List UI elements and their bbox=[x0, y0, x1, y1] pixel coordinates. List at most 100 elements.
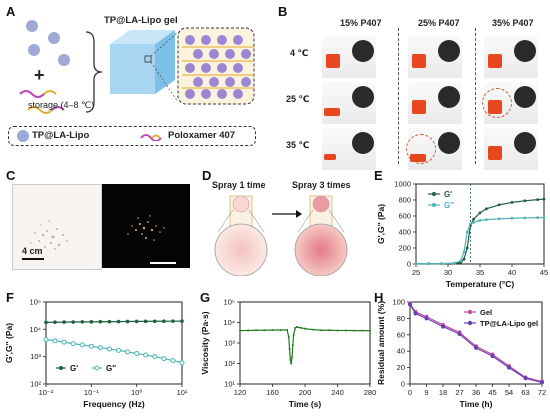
scale-label: 4 cm bbox=[22, 246, 43, 256]
data-point bbox=[523, 216, 527, 220]
data-point bbox=[536, 216, 539, 219]
clamp-knob bbox=[352, 132, 374, 154]
data-point bbox=[490, 354, 495, 359]
x-tick-label: 72 bbox=[538, 388, 546, 397]
data-point bbox=[162, 319, 166, 324]
clamp-knob bbox=[438, 132, 460, 154]
vial-liquid bbox=[324, 108, 340, 116]
legend-label: G' bbox=[70, 364, 78, 373]
highlight-circle bbox=[406, 134, 436, 164]
col-label-25: 25% P407 bbox=[418, 18, 460, 28]
panel-a-legend bbox=[8, 126, 256, 146]
clamp-knob bbox=[352, 40, 374, 62]
data-point bbox=[180, 319, 184, 323]
data-point bbox=[291, 343, 294, 346]
data-point bbox=[89, 320, 94, 324]
clamp-knob bbox=[514, 40, 536, 62]
data-point bbox=[299, 326, 302, 329]
data-point bbox=[116, 319, 121, 324]
x-tick-label: 280 bbox=[364, 388, 376, 397]
data-point bbox=[453, 261, 456, 265]
chart-f-frequency-sweep: 10⁻² 10⁻¹ 10⁰ 10¹ 10² 10³ 10⁴ 10⁵ Frequency (Hz)… bbox=[4, 298, 188, 410]
legend-lipo-label: TP@LA-Lipo bbox=[32, 130, 90, 141]
data-point bbox=[336, 329, 339, 332]
clamp-knob bbox=[352, 86, 374, 108]
series-line-1 bbox=[416, 198, 545, 265]
data-point bbox=[474, 345, 478, 350]
x-tick-label: 30 bbox=[444, 268, 452, 277]
y-tick-label: 20 bbox=[397, 363, 405, 372]
y-tick-label: 1000 bbox=[394, 180, 411, 189]
data-point bbox=[312, 328, 315, 331]
y-tick-label: 10¹ bbox=[224, 380, 235, 389]
clamp-knob bbox=[438, 86, 460, 108]
panel-letter-e: E bbox=[374, 168, 383, 183]
y-tick-label: 10⁴ bbox=[223, 318, 235, 327]
spray-stain bbox=[30, 220, 68, 250]
spray-3-label: Spray 3 times bbox=[292, 180, 351, 190]
legend-label: Gel bbox=[480, 308, 492, 317]
vial-liquid bbox=[412, 100, 426, 114]
legend-marker bbox=[59, 366, 63, 370]
data-point bbox=[304, 327, 306, 330]
vial-liquid bbox=[488, 146, 502, 160]
y-tick-label: 800 bbox=[398, 196, 411, 205]
legend-marker bbox=[467, 320, 473, 326]
legend-marker bbox=[94, 365, 100, 371]
clamp-knob bbox=[514, 132, 536, 154]
col-label-15: 15% P407 bbox=[340, 18, 382, 28]
data-point bbox=[152, 319, 157, 324]
data-point bbox=[170, 358, 176, 364]
y-tick-label: 80 bbox=[397, 314, 405, 323]
data-point bbox=[62, 320, 66, 324]
data-point bbox=[424, 316, 429, 321]
data-point bbox=[116, 347, 122, 353]
vial-liquid bbox=[326, 54, 340, 68]
x-tick-label: 10⁻² bbox=[39, 388, 54, 397]
x-tick-label: 25 bbox=[412, 268, 420, 277]
x-tick-label: 120 bbox=[234, 388, 247, 397]
fluorescence-photo bbox=[102, 184, 190, 268]
y-tick-label: 200 bbox=[398, 244, 411, 253]
data-point bbox=[88, 343, 94, 349]
data-point bbox=[523, 376, 528, 381]
data-point bbox=[472, 221, 475, 224]
data-point bbox=[279, 329, 282, 332]
panel-letter-b: B bbox=[278, 4, 288, 19]
data-point bbox=[79, 342, 85, 348]
data-point bbox=[134, 319, 139, 324]
legend-lipo-icon bbox=[17, 130, 29, 142]
fluorescence-signal bbox=[127, 215, 165, 241]
data-point bbox=[286, 329, 289, 332]
series-line-2 bbox=[45, 339, 183, 364]
highlight-circle bbox=[482, 88, 512, 118]
vial-photo bbox=[408, 82, 462, 124]
vial-liquid bbox=[488, 54, 502, 68]
data-point bbox=[462, 250, 466, 254]
y-tick-label: 10⁴ bbox=[29, 325, 41, 334]
data-point bbox=[106, 346, 112, 352]
data-point bbox=[179, 360, 185, 366]
skin-photo bbox=[12, 184, 102, 270]
data-point bbox=[320, 329, 323, 332]
data-point bbox=[462, 257, 466, 261]
y-tick-label: 60 bbox=[397, 330, 405, 339]
data-point bbox=[413, 311, 418, 316]
gel-cube bbox=[110, 30, 175, 94]
data-point bbox=[171, 319, 175, 323]
y-tick-label: 40 bbox=[397, 347, 405, 356]
legend-polox-label: Poloxamer 407 bbox=[168, 130, 236, 141]
vial-photo bbox=[408, 36, 462, 78]
x-tick-label: 45 bbox=[540, 268, 548, 277]
vial-liquid bbox=[412, 54, 426, 68]
x-tick-label: 18 bbox=[439, 388, 447, 397]
data-point bbox=[288, 348, 291, 351]
data-point bbox=[289, 358, 292, 361]
y-tick-label: 10² bbox=[30, 380, 41, 389]
data-point bbox=[523, 199, 527, 203]
data-point bbox=[360, 329, 363, 332]
y-axis-label: Residual amount (%) bbox=[376, 301, 386, 385]
legend-label: TP@LA-Lipo gel bbox=[480, 319, 538, 328]
x-tick-label: 240 bbox=[331, 388, 344, 397]
panel-letter-a: A bbox=[6, 4, 16, 19]
